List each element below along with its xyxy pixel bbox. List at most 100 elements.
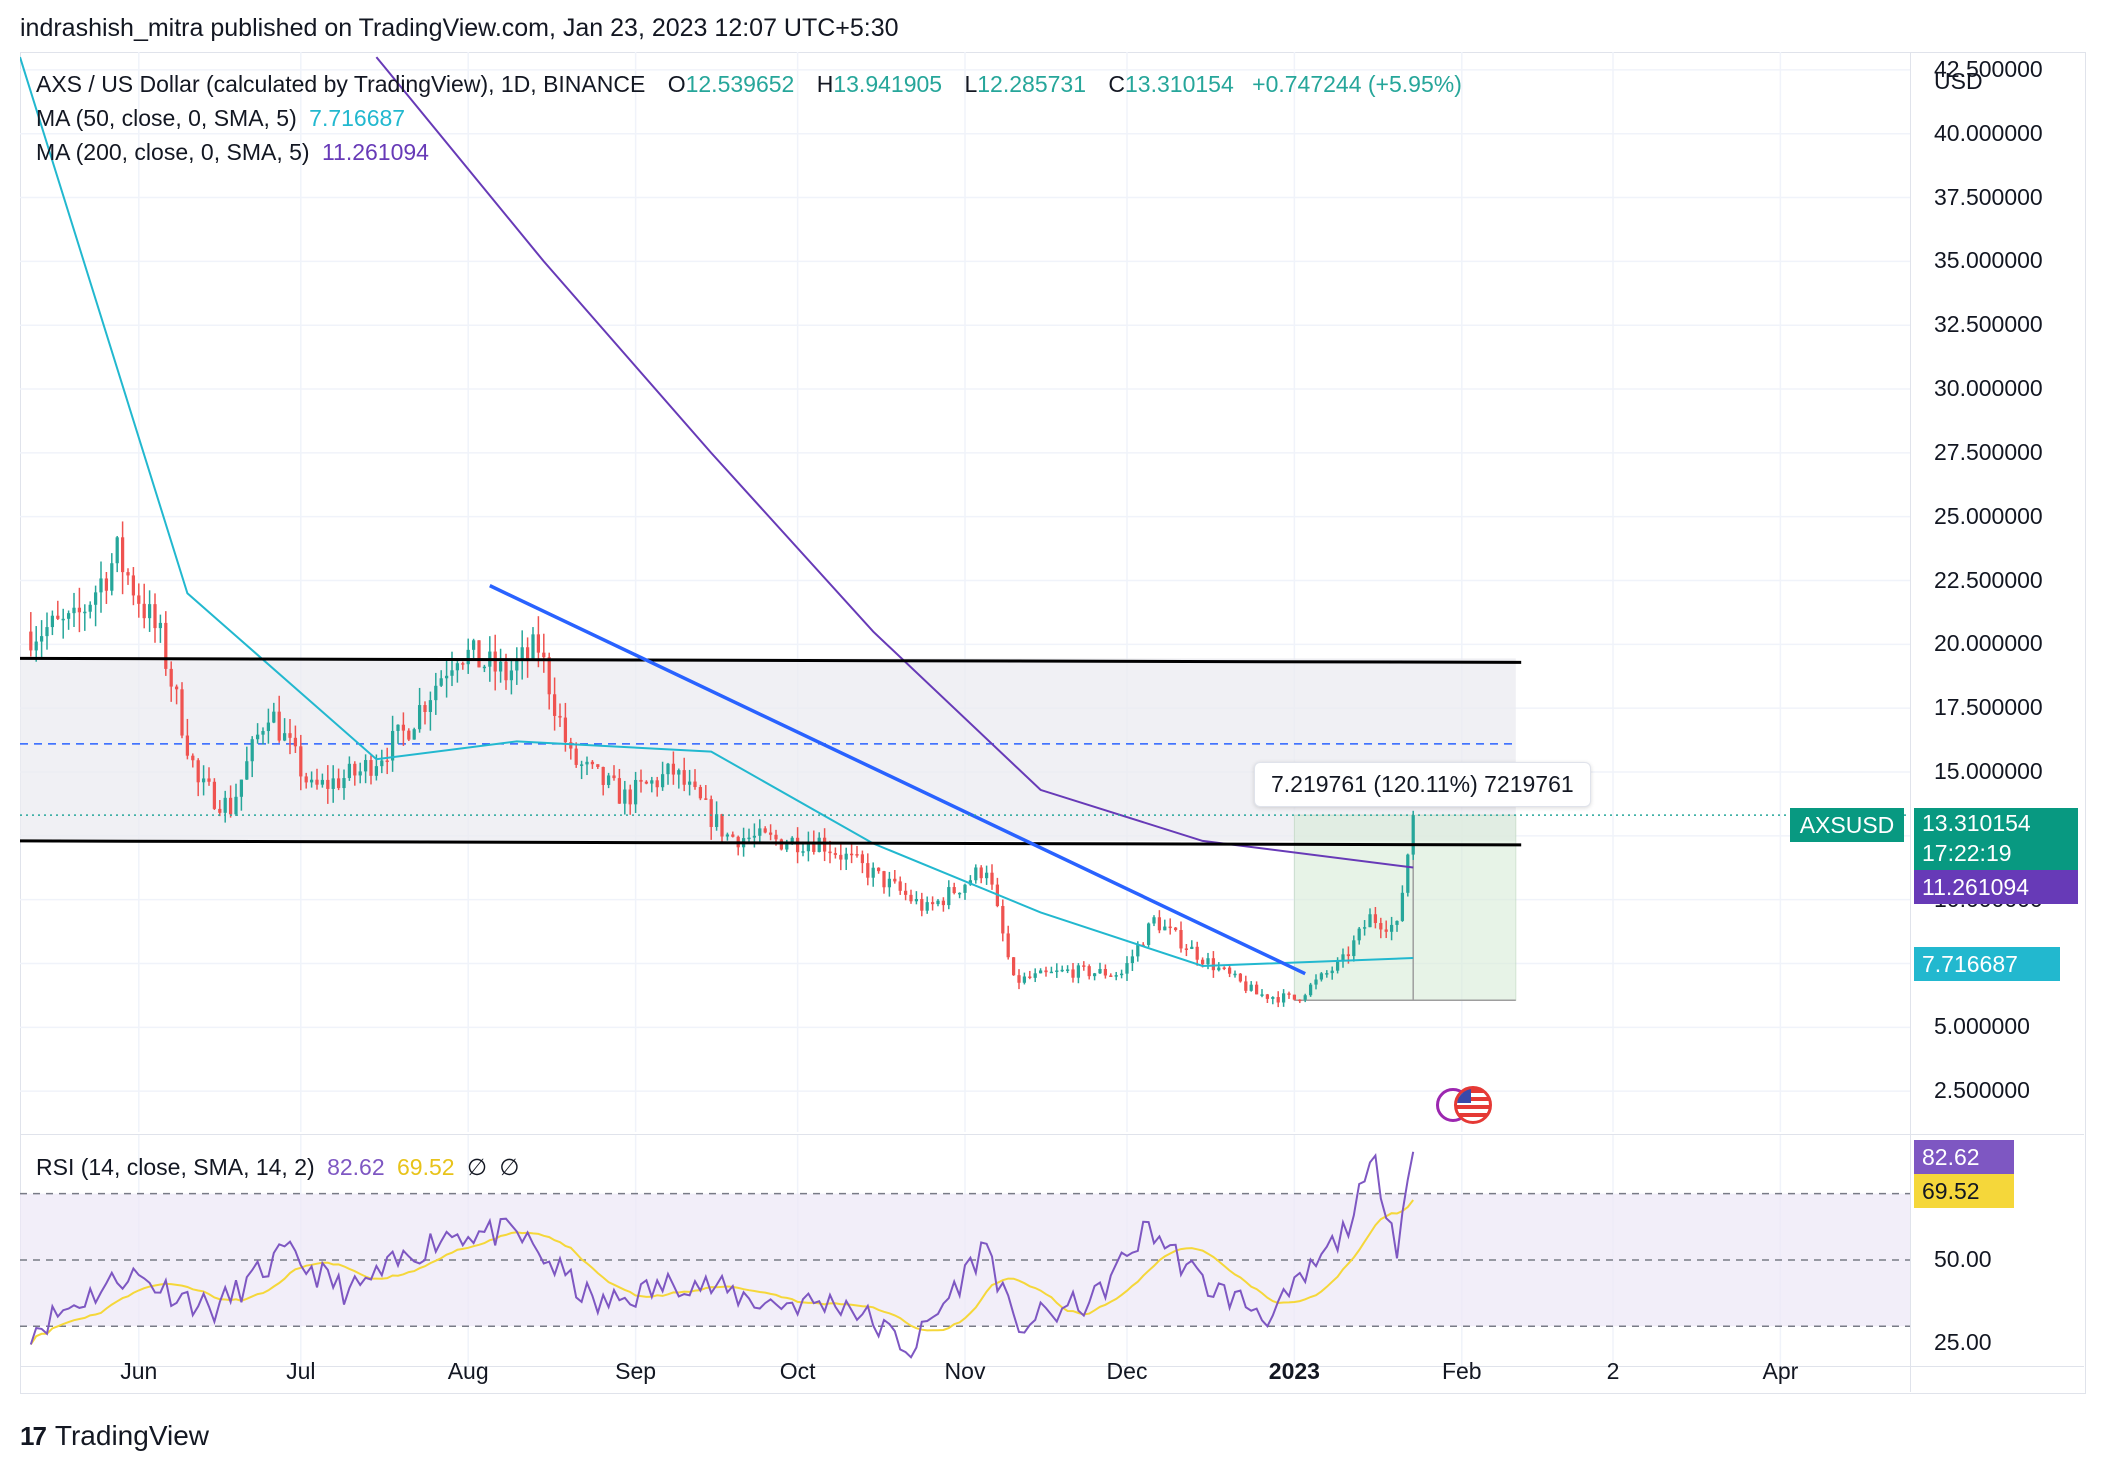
rsi-ma-line xyxy=(29,1199,1414,1346)
candle-down xyxy=(990,872,994,885)
candle-up xyxy=(380,760,384,767)
rsi-line xyxy=(29,1151,1415,1359)
pane-separator[interactable] xyxy=(20,1134,2084,1135)
symbol-tag: AXSUSD xyxy=(1790,808,1904,842)
candle-down xyxy=(1379,923,1383,930)
candle-up xyxy=(50,615,55,628)
candle-up xyxy=(785,844,789,850)
candle-down xyxy=(164,622,168,669)
candle-down xyxy=(1082,965,1086,967)
candle-down xyxy=(542,652,546,658)
candle-up xyxy=(342,778,346,789)
candle-up xyxy=(1152,917,1156,924)
candle-down xyxy=(590,761,595,765)
time-tick-label: Dec xyxy=(1106,1358,1148,1384)
candle-down xyxy=(1028,976,1032,978)
currency-label: USD xyxy=(1934,68,1983,94)
candle-up xyxy=(320,779,325,785)
candle-down xyxy=(293,737,298,747)
candle-up xyxy=(450,670,454,676)
candle-up xyxy=(801,851,805,853)
candle-down xyxy=(104,578,109,591)
rsi-value: 82.62 xyxy=(327,1154,385,1180)
candle-down xyxy=(909,894,913,902)
candle-up xyxy=(147,604,152,619)
candle-up xyxy=(1308,984,1313,996)
rsi-label: RSI (14, close, SMA, 14, 2) xyxy=(36,1154,315,1180)
candle-up xyxy=(115,537,119,564)
candle-up xyxy=(925,902,929,911)
candle-down xyxy=(1200,959,1205,965)
candle-down xyxy=(855,854,859,856)
ohlc-close: C13.310154 xyxy=(1108,71,1234,97)
candle-down xyxy=(1179,929,1183,949)
candle-up xyxy=(687,781,692,785)
candle-down xyxy=(228,797,233,815)
candle-up xyxy=(623,789,627,804)
tradingview-logo-icon: 17 xyxy=(20,1420,47,1451)
candle-up xyxy=(245,761,249,780)
ma200-legend[interactable]: MA (200, close, 0, SMA, 5) 11.261094 xyxy=(36,139,435,166)
candle-down xyxy=(536,634,541,653)
candle-up xyxy=(434,685,438,701)
candle-up xyxy=(1163,926,1167,931)
measure-label[interactable]: 7.219761 (120.11%) 7219761 xyxy=(1254,762,1591,807)
candle-down xyxy=(1011,957,1016,976)
candle-up xyxy=(358,771,362,776)
candle-up xyxy=(417,705,422,730)
footer-brand[interactable]: 17 TradingView xyxy=(20,1420,209,1452)
candle-down xyxy=(860,854,865,864)
candle-down xyxy=(930,902,935,905)
candle-down xyxy=(682,770,686,785)
candle-up xyxy=(250,739,254,762)
ma50-legend[interactable]: MA (50, close, 0, SMA, 5) 7.716687 xyxy=(36,105,411,132)
candle-down xyxy=(304,776,308,783)
measure-range-box xyxy=(1293,814,1517,1001)
candle-down xyxy=(126,572,130,576)
candle-up xyxy=(1022,976,1027,983)
candle-down xyxy=(839,854,843,860)
footer-brand-text: TradingView xyxy=(54,1420,210,1451)
candle-up xyxy=(725,834,730,837)
candle-down xyxy=(552,694,557,716)
candle-down xyxy=(137,595,141,604)
candle-down xyxy=(1168,926,1172,929)
candle-up xyxy=(817,837,821,852)
candle-down xyxy=(1238,973,1243,982)
candle-down xyxy=(768,832,773,835)
candle-up xyxy=(747,837,751,840)
candle-down xyxy=(1071,969,1075,978)
candle-up xyxy=(374,766,379,776)
candle-up xyxy=(666,763,670,775)
candle-up xyxy=(1119,973,1124,976)
candle-down xyxy=(849,853,854,856)
candle-up xyxy=(1260,994,1264,996)
candle-down xyxy=(547,657,551,695)
candle-up xyxy=(1098,968,1102,974)
ohlc-low: L12.285731 xyxy=(964,71,1086,97)
rsi-na-1: ∅ xyxy=(466,1154,488,1180)
resistance-level-line xyxy=(20,656,1522,664)
candle-down xyxy=(401,724,406,731)
rsi-panel[interactable] xyxy=(20,1134,1910,1366)
candle-down xyxy=(720,814,724,837)
us-flag-icon[interactable] xyxy=(1454,1086,1492,1124)
candle-up xyxy=(1190,946,1194,949)
candle-down xyxy=(596,764,600,767)
publisher-header: indrashish_mitra published on TradingVie… xyxy=(20,14,899,42)
ohlc-change: +0.747244 (+5.95%) xyxy=(1252,71,1462,97)
candle-down xyxy=(812,843,816,852)
candle-up xyxy=(39,636,44,642)
candle-down xyxy=(1087,966,1091,977)
price-chart[interactable] xyxy=(20,52,1910,1132)
ma200-value: 11.261094 xyxy=(321,139,429,165)
candle-up xyxy=(1130,956,1135,964)
rsi-legend[interactable]: RSI (14, close, SMA, 14, 2) 82.62 69.52 … xyxy=(36,1154,525,1181)
candle-up xyxy=(482,666,487,669)
candle-up xyxy=(1411,815,1415,855)
ma200-tag: 11.261094 xyxy=(1914,870,2078,904)
candle-up xyxy=(1038,970,1043,974)
candle-up xyxy=(266,722,271,732)
candle-up xyxy=(1314,979,1318,985)
ohlc-open: O12.539652 xyxy=(667,71,795,97)
